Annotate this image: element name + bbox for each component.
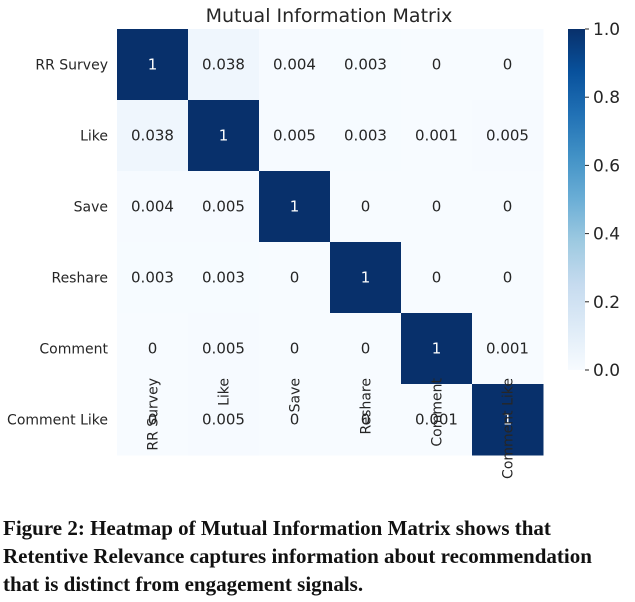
- heatmap-cell: [117, 29, 189, 101]
- heatmap-cell: [259, 384, 331, 456]
- colorbar-ticks: 0.0 0.2 0.4 0.6 0.8 1.0: [585, 20, 620, 381]
- cell-value-label: 0: [290, 411, 300, 429]
- cell-value-label: 0: [148, 411, 158, 429]
- heatmap-cell: [188, 29, 260, 101]
- heatmap-cell: [188, 100, 260, 172]
- heatmap-cell: [259, 171, 331, 243]
- column-tick-label: Reshare: [359, 378, 375, 435]
- row-tick-labels: RR Survey Like Save Reshare Comment Comment L…: [7, 58, 108, 429]
- cell-value-label: 1: [219, 127, 229, 145]
- cell-value-label: 0.005: [273, 127, 316, 145]
- cell-value-label: 0: [290, 340, 300, 358]
- cell-value-label: 0.004: [131, 198, 174, 216]
- column-tick-label: Comment: [430, 377, 446, 446]
- heatmap-cell: [117, 100, 189, 172]
- row-tick-label: Like: [80, 129, 108, 145]
- cell-value-label: 0.001: [486, 340, 529, 358]
- row-tick-label: RR Survey: [35, 58, 108, 74]
- heatmap-cell: [330, 171, 402, 243]
- colorbar: [568, 29, 585, 370]
- cell-value-label: 0: [503, 198, 513, 216]
- cell-value-label: 1: [432, 340, 442, 358]
- cell-value-label: 1: [148, 56, 158, 74]
- colorbar-tick-label: 0.8: [593, 88, 620, 108]
- heatmap-cell: [259, 242, 331, 314]
- heatmap-cell: [330, 29, 402, 101]
- cell-value-label: 0.038: [131, 127, 174, 145]
- heatmap-cell: [472, 313, 544, 385]
- row-tick-label: Reshare: [51, 271, 108, 287]
- heatmap-cell: [330, 384, 402, 456]
- heatmap-chart: Mutual Information Matrix 1 0.038 0.004 0.0…: [7, 5, 620, 479]
- cell-value-label: 0.003: [344, 127, 387, 145]
- heatmap-cell: [259, 100, 331, 172]
- cell-value-label: 0: [432, 198, 442, 216]
- heatmap-cell: [472, 242, 544, 314]
- row-tick-label: Comment Like: [7, 413, 108, 429]
- colorbar-tick-label: 1.0: [593, 20, 620, 40]
- heatmap-cell: [188, 313, 260, 385]
- cell-value-label: 0.005: [202, 340, 245, 358]
- heatmap-cell: [472, 171, 544, 243]
- cell-value-label: 0: [503, 56, 513, 74]
- heatmap-cell: [117, 384, 189, 456]
- heatmap-cell: [259, 313, 331, 385]
- colorbar-tick-label: 0.2: [593, 293, 620, 313]
- cell-value-label: 0: [361, 411, 371, 429]
- cell-value-label: 0: [361, 340, 371, 358]
- cell-value-label: 0: [432, 269, 442, 287]
- cell-value-label: 0.005: [202, 411, 245, 429]
- cell-value-label: 1: [361, 269, 371, 287]
- heatmap-cell: [401, 313, 473, 385]
- cell-value-label: 0.001: [415, 127, 458, 145]
- cell-value-label: 0.005: [486, 127, 529, 145]
- cell-value-label: 0.003: [202, 269, 245, 287]
- colorbar-tick-label: 0.4: [593, 225, 620, 245]
- colorbar-tick-label: 0.6: [593, 156, 620, 176]
- heatmap-cell: [188, 384, 260, 456]
- heatmap-cell: [188, 171, 260, 243]
- row-tick-label: Save: [74, 200, 108, 216]
- column-tick-label: Comment Like: [501, 378, 517, 479]
- cell-value-label: 0.004: [273, 56, 316, 74]
- cell-value-label: 0: [361, 198, 371, 216]
- cell-value-label: 1: [503, 411, 513, 429]
- cell-value-label: 0.003: [131, 269, 174, 287]
- column-tick-label: RR Survey: [146, 378, 162, 451]
- heatmap-cell: [401, 171, 473, 243]
- column-tick-labels: RR Survey Like Save Reshare Comment Comment L…: [146, 377, 517, 478]
- cell-value-label: 0.038: [202, 56, 245, 74]
- cell-value-label: 0: [148, 340, 158, 358]
- heatmap-cell: [472, 384, 544, 456]
- cell-value-label: 0.005: [202, 198, 245, 216]
- heatmap-cell: [259, 29, 331, 101]
- cell-value-label: 1: [290, 198, 300, 216]
- heatmap-cell: [117, 242, 189, 314]
- heatmap-cell: [401, 384, 473, 456]
- heatmap-cells: 1 0.038 0.004 0.003 0 0 0.038 1 0.005 0.003 0.001 0…: [117, 29, 544, 456]
- heatmap-cell: [401, 29, 473, 101]
- cell-value-label: 0: [290, 269, 300, 287]
- heatmap-cell: [330, 242, 402, 314]
- heatmap-cell: [117, 313, 189, 385]
- chart-title: Mutual Information Matrix: [206, 5, 453, 27]
- cell-value-label: 0: [503, 269, 513, 287]
- heatmap-cell: [472, 100, 544, 172]
- heatmap-cell: [401, 242, 473, 314]
- figure-caption: Figure 2: Heatmap of Mutual Information …: [3, 516, 592, 596]
- heatmap-cell: [472, 29, 544, 101]
- cell-value-label: 0: [432, 56, 442, 74]
- cell-value-label: 0.001: [415, 411, 458, 429]
- heatmap-cell: [330, 100, 402, 172]
- heatmap-cell: [117, 171, 189, 243]
- column-tick-label: Save: [288, 378, 304, 412]
- colorbar-tick-label: 0.0: [593, 361, 620, 381]
- row-tick-label: Comment: [39, 342, 108, 358]
- column-tick-label: Like: [217, 378, 233, 406]
- heatmap-cell: [330, 313, 402, 385]
- cell-value-label: 0.003: [344, 56, 387, 74]
- heatmap-cell: [401, 100, 473, 172]
- heatmap-cell: [188, 242, 260, 314]
